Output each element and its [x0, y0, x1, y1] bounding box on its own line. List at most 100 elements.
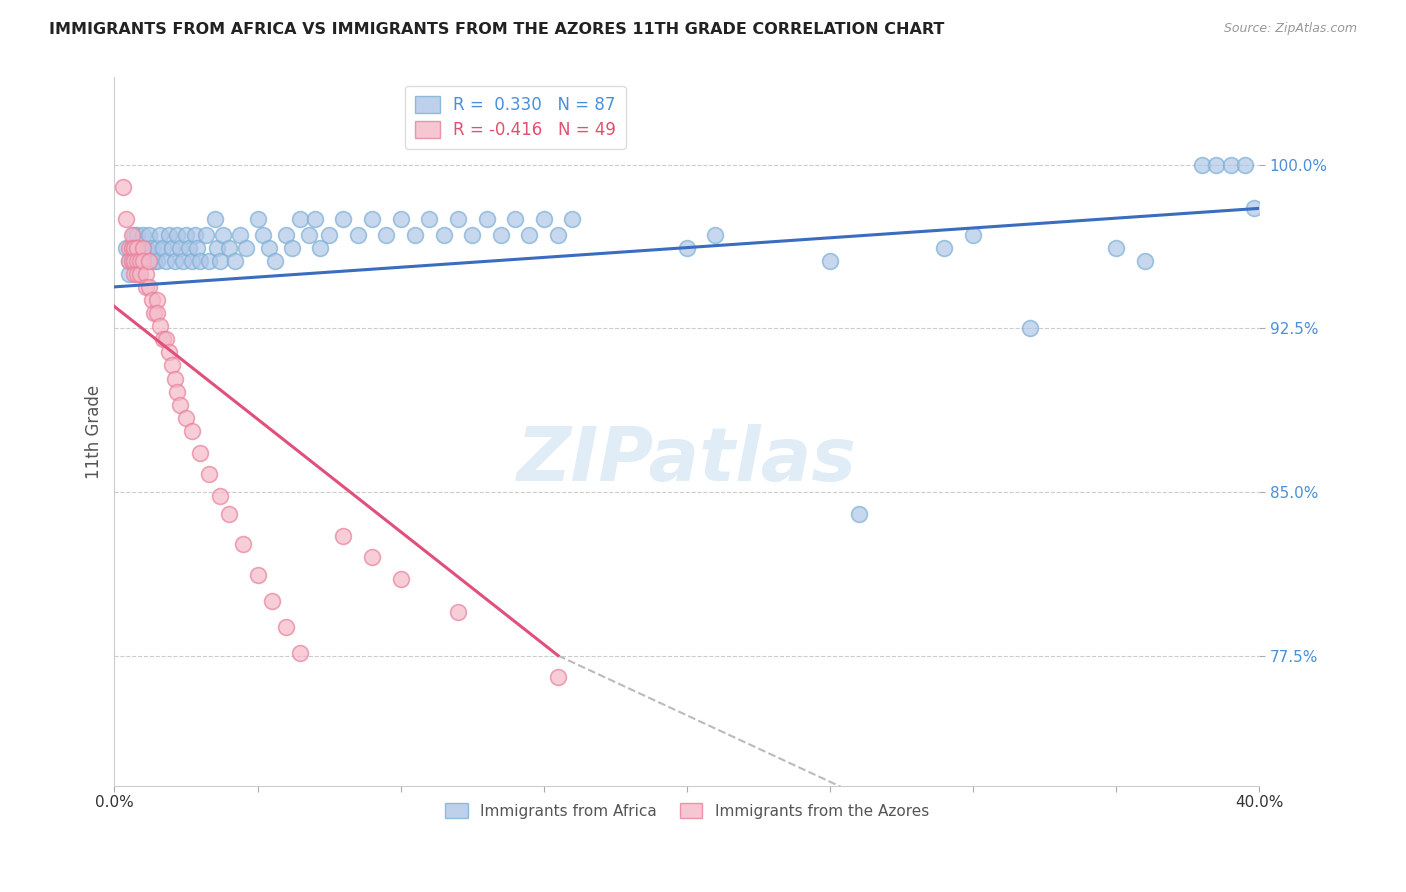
- Point: [172, 253, 194, 268]
- Point: [118, 241, 141, 255]
- Point: [246, 212, 269, 227]
- Point: [432, 227, 454, 242]
- Point: [124, 241, 146, 255]
- Point: [143, 253, 166, 268]
- Point: [124, 267, 146, 281]
- Point: [188, 253, 211, 268]
- Point: [676, 241, 699, 255]
- Point: [218, 241, 240, 255]
- Point: [132, 241, 155, 255]
- Point: [404, 227, 426, 242]
- Point: [146, 241, 169, 255]
- Point: [547, 227, 569, 242]
- Point: [118, 253, 141, 268]
- Point: [146, 253, 169, 268]
- Point: [129, 241, 152, 255]
- Point: [183, 227, 205, 242]
- Point: [204, 212, 226, 227]
- Point: [209, 489, 232, 503]
- Point: [309, 241, 332, 255]
- Point: [138, 227, 160, 242]
- Point: [934, 241, 956, 255]
- Point: [121, 253, 143, 268]
- Point: [177, 241, 200, 255]
- Point: [209, 253, 232, 268]
- Point: [135, 267, 157, 281]
- Point: [149, 227, 172, 242]
- Point: [143, 306, 166, 320]
- Point: [389, 212, 412, 227]
- Point: [704, 227, 727, 242]
- Point: [118, 253, 141, 268]
- Point: [127, 227, 149, 242]
- Point: [447, 212, 470, 227]
- Point: [281, 241, 304, 255]
- Point: [174, 410, 197, 425]
- Point: [152, 241, 174, 255]
- Point: [389, 572, 412, 586]
- Point: [149, 319, 172, 334]
- Point: [188, 445, 211, 459]
- Point: [124, 241, 146, 255]
- Point: [124, 253, 146, 268]
- Text: 40.0%: 40.0%: [1234, 795, 1284, 810]
- Point: [232, 537, 254, 551]
- Point: [962, 227, 984, 242]
- Point: [115, 241, 138, 255]
- Point: [115, 212, 138, 227]
- Point: [135, 280, 157, 294]
- Point: [224, 253, 246, 268]
- Point: [118, 267, 141, 281]
- Y-axis label: 11th Grade: 11th Grade: [86, 384, 103, 479]
- Point: [346, 227, 368, 242]
- Point: [121, 253, 143, 268]
- Point: [547, 670, 569, 684]
- Point: [276, 620, 298, 634]
- Point: [160, 241, 183, 255]
- Text: IMMIGRANTS FROM AFRICA VS IMMIGRANTS FROM THE AZORES 11TH GRADE CORRELATION CHAR: IMMIGRANTS FROM AFRICA VS IMMIGRANTS FRO…: [49, 22, 945, 37]
- Point: [129, 253, 152, 268]
- Point: [186, 241, 208, 255]
- Point: [1105, 241, 1128, 255]
- Point: [1233, 158, 1256, 172]
- Point: [447, 605, 470, 619]
- Point: [257, 241, 280, 255]
- Point: [246, 567, 269, 582]
- Point: [252, 227, 274, 242]
- Point: [146, 306, 169, 320]
- Point: [127, 241, 149, 255]
- Point: [1191, 158, 1213, 172]
- Point: [135, 241, 157, 255]
- Point: [163, 253, 186, 268]
- Point: [361, 550, 384, 565]
- Point: [218, 507, 240, 521]
- Point: [174, 227, 197, 242]
- Point: [212, 227, 235, 242]
- Point: [290, 212, 312, 227]
- Point: [138, 253, 160, 268]
- Point: [127, 253, 149, 268]
- Point: [561, 212, 583, 227]
- Point: [127, 241, 149, 255]
- Point: [361, 212, 384, 227]
- Point: [207, 241, 229, 255]
- Point: [155, 253, 177, 268]
- Point: [180, 424, 202, 438]
- Point: [169, 241, 191, 255]
- Point: [298, 227, 321, 242]
- Point: [155, 332, 177, 346]
- Point: [229, 227, 252, 242]
- Legend: Immigrants from Africa, Immigrants from the Azores: Immigrants from Africa, Immigrants from …: [439, 797, 935, 825]
- Point: [818, 253, 841, 268]
- Point: [263, 253, 285, 268]
- Point: [138, 253, 160, 268]
- Point: [318, 227, 340, 242]
- Point: [1133, 253, 1156, 268]
- Point: [132, 253, 155, 268]
- Point: [332, 212, 354, 227]
- Point: [180, 253, 202, 268]
- Point: [260, 594, 283, 608]
- Point: [1019, 321, 1042, 335]
- Point: [304, 212, 326, 227]
- Point: [166, 227, 188, 242]
